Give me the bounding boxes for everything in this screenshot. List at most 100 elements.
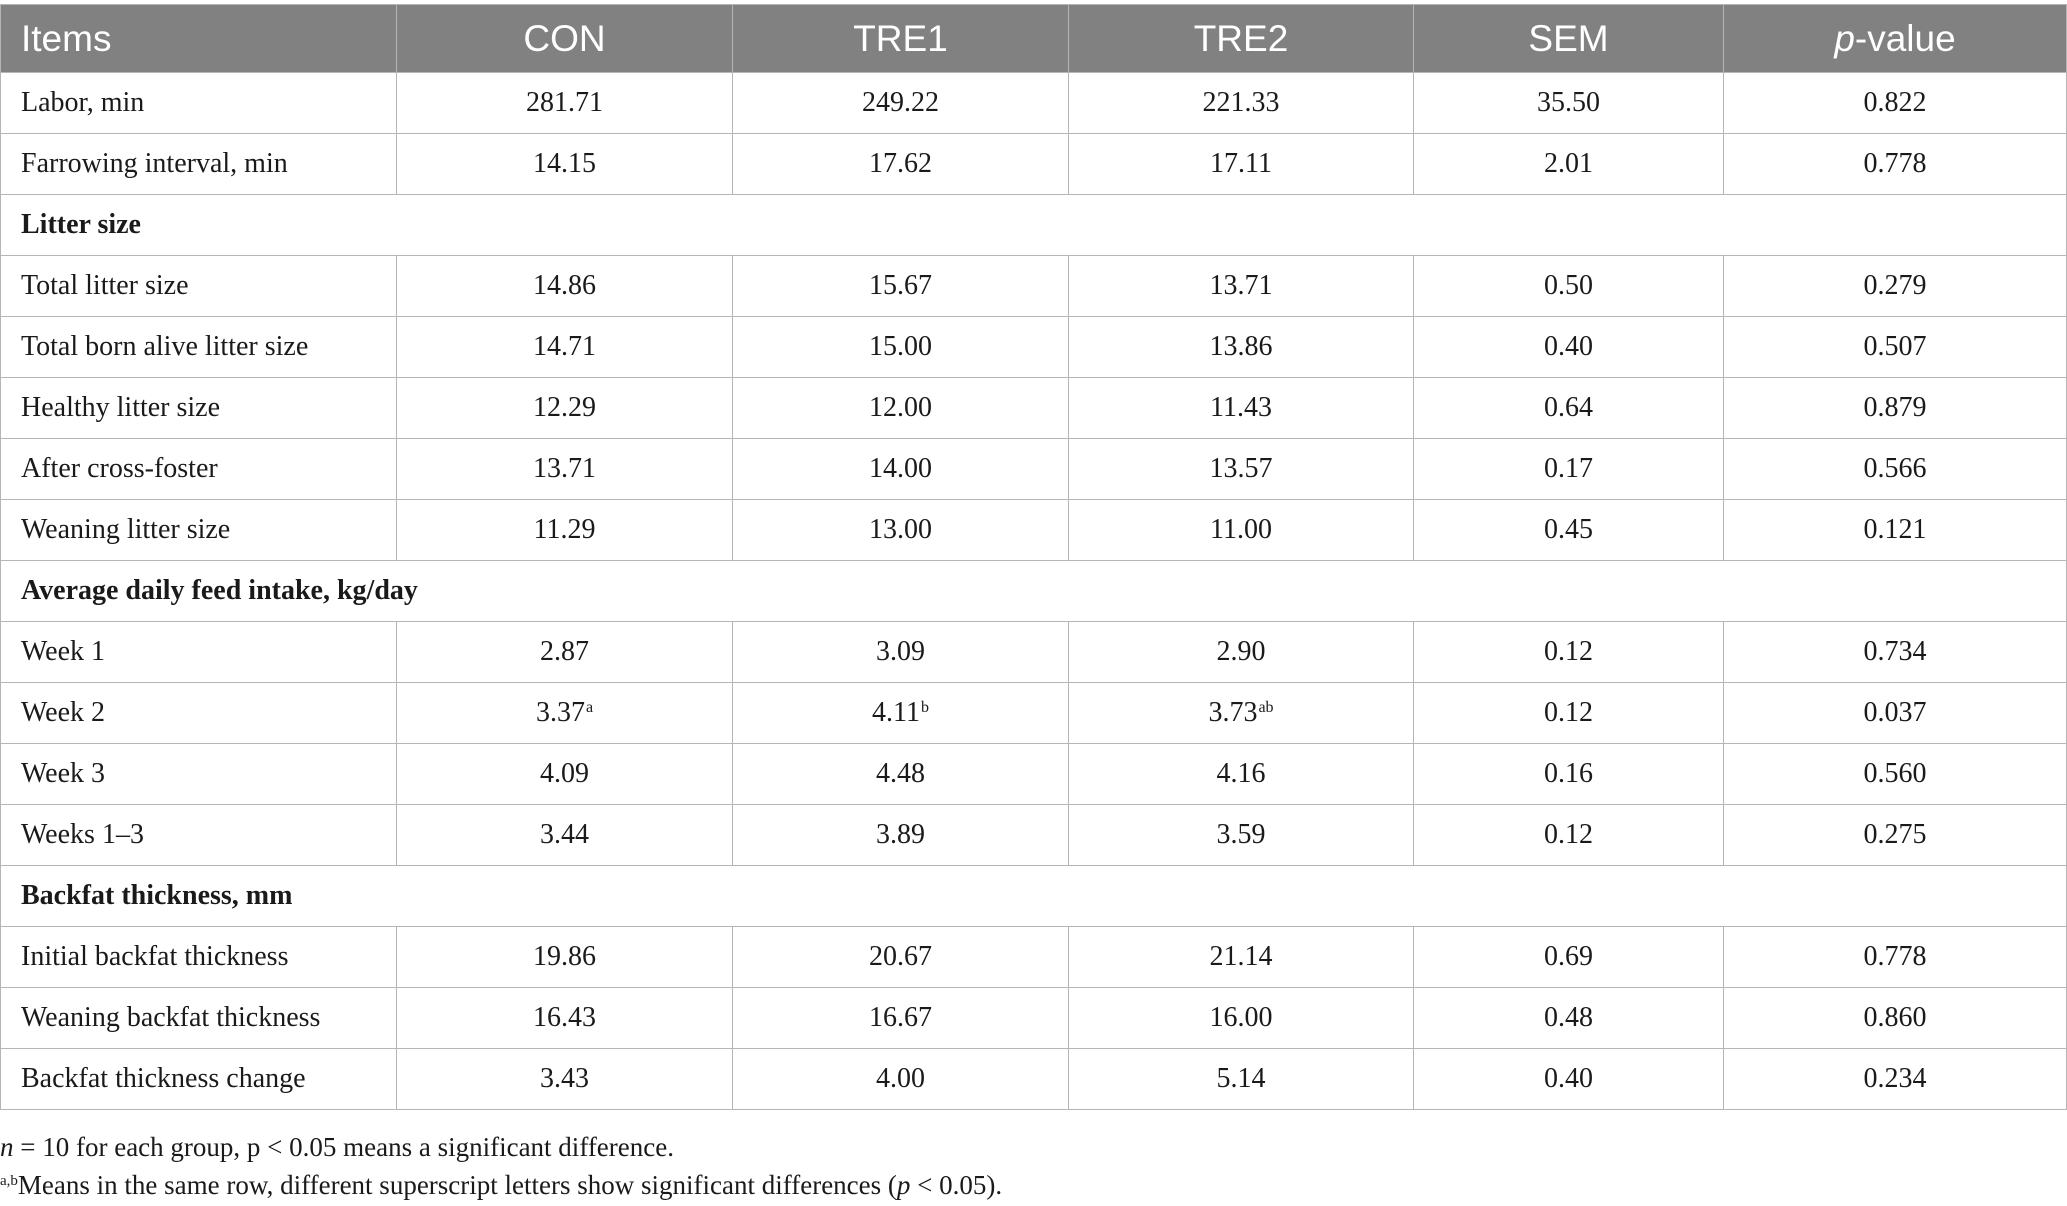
cell-value: 2.01 bbox=[1544, 148, 1593, 179]
cell-sem: 0.17 bbox=[1413, 438, 1724, 500]
cell-con: 11.29 bbox=[396, 499, 733, 561]
cell-value: 0.40 bbox=[1544, 1063, 1593, 1094]
table-row: Total born alive litter size 14.71 15.00 13… bbox=[0, 316, 2067, 378]
column-header-sem: SEM bbox=[1413, 4, 1724, 73]
cell-value: 249.22 bbox=[862, 87, 939, 118]
cell-value: 0.48 bbox=[1544, 1002, 1593, 1033]
cell-sem: 35.50 bbox=[1413, 72, 1724, 134]
cell-value: 0.279 bbox=[1863, 270, 1927, 301]
cell-value: 13.71 bbox=[1209, 270, 1273, 301]
table-row: Weaning litter size 11.29 13.00 11.00 0.45 0.… bbox=[0, 499, 2067, 561]
row-label: Total born alive litter size bbox=[0, 316, 397, 378]
section-heading: Litter size bbox=[0, 194, 2067, 256]
p-value-suffix: -value bbox=[1854, 17, 1956, 59]
cell-value: 14.15 bbox=[533, 148, 596, 179]
cell-con: 14.86 bbox=[396, 255, 733, 317]
cell-sem: 0.12 bbox=[1413, 804, 1724, 866]
table-header: Items CON TRE1 TRE2 SEM p-value bbox=[0, 4, 2067, 73]
cell-value: 0.64 bbox=[1544, 392, 1593, 423]
cell-tre2: 3.73ab bbox=[1068, 682, 1414, 744]
cell-con: 3.37a bbox=[396, 682, 733, 744]
table-row: Initial backfat thickness 19.86 20.67 21.14… bbox=[0, 926, 2067, 988]
cell-sem: 0.40 bbox=[1413, 1048, 1724, 1110]
cell-tre1: 13.00 bbox=[732, 499, 1069, 561]
cell-value: Initial backfat thickness bbox=[21, 941, 289, 972]
cell-value: Farrowing interval, min bbox=[21, 148, 288, 179]
cell-con: 2.87 bbox=[396, 621, 733, 683]
table-row: Backfat thickness change 3.43 4.00 5.14 0.40… bbox=[0, 1048, 2067, 1110]
cell-tre1: 4.48 bbox=[732, 743, 1069, 805]
cell-value: 0.860 bbox=[1863, 1002, 1927, 1033]
cell-p-value: 0.778 bbox=[1723, 133, 2067, 195]
row-label: Weaning backfat thickness bbox=[0, 987, 397, 1049]
table-row: Week 1 2.87 3.09 2.90 0.12 0.734 bbox=[0, 621, 2067, 683]
cell-tre2: 13.57 bbox=[1068, 438, 1414, 500]
cell-value: 16.67 bbox=[869, 1002, 932, 1033]
cell-value: 4.11 bbox=[872, 697, 920, 728]
cell-tre1: 3.89 bbox=[732, 804, 1069, 866]
cell-tre2: 2.90 bbox=[1068, 621, 1414, 683]
column-header-items: Items bbox=[0, 4, 397, 73]
cell-value: 4.09 bbox=[540, 758, 589, 789]
table-row: Weaning backfat thickness 16.43 16.67 16.00… bbox=[0, 987, 2067, 1049]
header-row: Items CON TRE1 TRE2 SEM p-value bbox=[0, 4, 2067, 73]
cell-tre2: 11.00 bbox=[1068, 499, 1414, 561]
cell-sem: 0.12 bbox=[1413, 682, 1724, 744]
cell-sem: 0.12 bbox=[1413, 621, 1724, 683]
cell-value: 3.37 bbox=[535, 697, 585, 728]
table-container: Items CON TRE1 TRE2 SEM p-value Labor, m… bbox=[0, 4, 2067, 1110]
cell-value: 0.234 bbox=[1863, 1063, 1927, 1094]
cell-value: 12.29 bbox=[533, 392, 596, 423]
cell-value: 0.037 bbox=[1863, 697, 1927, 728]
cell-tre2: 5.14 bbox=[1068, 1048, 1414, 1110]
cell-value: 14.71 bbox=[533, 331, 596, 362]
cell-p-value: 0.566 bbox=[1723, 438, 2067, 500]
cell-tre2: 17.11 bbox=[1068, 133, 1414, 195]
footnote-legend-tail: < 0.05). bbox=[910, 1170, 1003, 1200]
cell-value: 0.566 bbox=[1863, 453, 1927, 484]
cell-value: 20.67 bbox=[869, 941, 932, 972]
cell-con: 3.44 bbox=[396, 804, 733, 866]
cell-value: 0.12 bbox=[1544, 636, 1593, 667]
cell-con: 281.71 bbox=[396, 72, 733, 134]
cell-value: 15.67 bbox=[869, 270, 932, 301]
cell-value: Weeks 1–3 bbox=[21, 819, 144, 850]
cell-value: 19.86 bbox=[533, 941, 596, 972]
section-heading: Average daily feed intake, kg/day bbox=[0, 560, 2067, 622]
cell-tre2: 11.43 bbox=[1068, 377, 1414, 439]
cell-value: 16.43 bbox=[533, 1002, 596, 1033]
cell-value: 13.00 bbox=[869, 514, 932, 545]
cell-con: 3.43 bbox=[396, 1048, 733, 1110]
column-header-tre1: TRE1 bbox=[732, 4, 1069, 73]
row-label: Farrowing interval, min bbox=[0, 133, 397, 195]
footnote-legend-text: Means in the same row, different supersc… bbox=[17, 1170, 897, 1200]
table-row: Healthy litter size 12.29 12.00 11.43 0.64 0.… bbox=[0, 377, 2067, 439]
cell-tre2: 4.16 bbox=[1068, 743, 1414, 805]
cell-value: Total litter size bbox=[21, 270, 189, 301]
cell-tre1: 14.00 bbox=[732, 438, 1069, 500]
cell-p-value: 0.560 bbox=[1723, 743, 2067, 805]
cell-value: 3.44 bbox=[540, 819, 589, 850]
cell-value: 17.62 bbox=[869, 148, 932, 179]
row-label: Week 3 bbox=[0, 743, 397, 805]
cell-p-value: 0.879 bbox=[1723, 377, 2067, 439]
cell-tre2: 21.14 bbox=[1068, 926, 1414, 988]
cell-tre2: 221.33 bbox=[1068, 72, 1414, 134]
cell-value: 0.507 bbox=[1863, 331, 1927, 362]
cell-value: 4.48 bbox=[876, 758, 925, 789]
column-header-p-value: p-value bbox=[1723, 4, 2067, 73]
cell-value: 0.275 bbox=[1863, 819, 1927, 850]
footnote-sample-size-text: = 10 for each group, p < 0.05 means a si… bbox=[13, 1132, 674, 1162]
cell-value: Labor, min bbox=[21, 87, 145, 118]
cell-value: 0.50 bbox=[1544, 270, 1593, 301]
table-row: Week 3 4.09 4.48 4.16 0.16 0.560 bbox=[0, 743, 2067, 805]
cell-tre2: 16.00 bbox=[1068, 987, 1414, 1049]
table-row: After cross-foster 13.71 14.00 13.57 0.17 0.5… bbox=[0, 438, 2067, 500]
cell-value: 0.822 bbox=[1863, 87, 1927, 118]
cell-sem: 0.69 bbox=[1413, 926, 1724, 988]
cell-p-value: 0.279 bbox=[1723, 255, 2067, 317]
cell-con: 4.09 bbox=[396, 743, 733, 805]
cell-tre1: 3.09 bbox=[732, 621, 1069, 683]
cell-tre1: 249.22 bbox=[732, 72, 1069, 134]
cell-sem: 0.16 bbox=[1413, 743, 1724, 805]
